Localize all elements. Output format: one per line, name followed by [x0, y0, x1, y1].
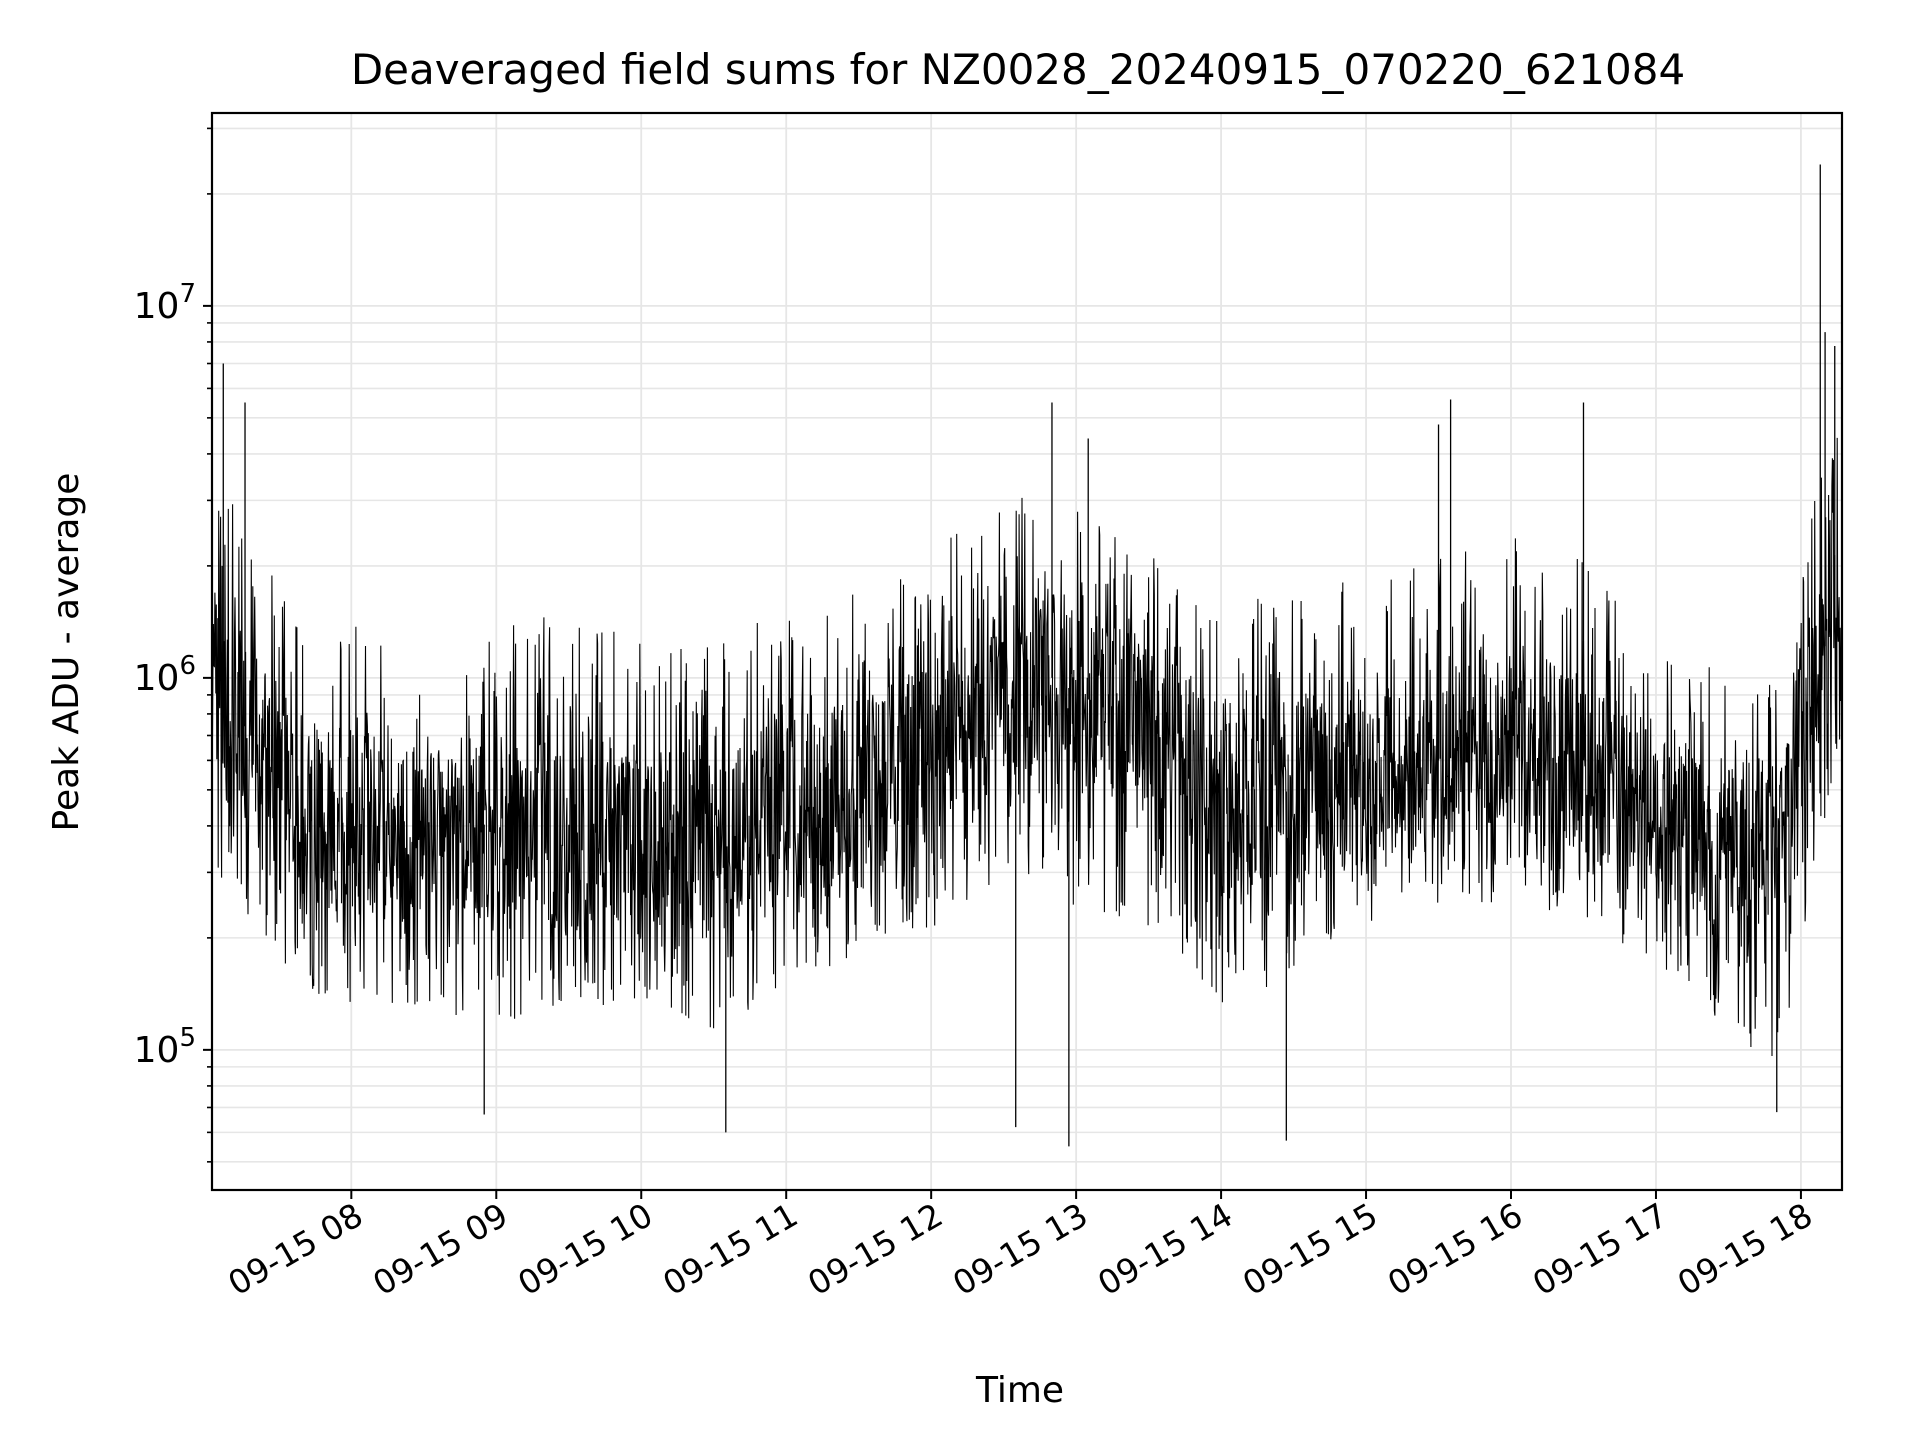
y-tick-label-exponent: 5	[179, 1023, 196, 1053]
y-tick-label-base: 10	[134, 1030, 180, 1071]
y-tick-label-base: 10	[134, 658, 180, 699]
y-tick-label: 106	[134, 651, 196, 699]
series-line	[211, 437, 1843, 1057]
y-tick-label-base: 10	[134, 286, 180, 327]
data-series	[211, 164, 1843, 1147]
y-tick-label-exponent: 6	[179, 651, 196, 681]
plot-frame	[210, 111, 1844, 1192]
y-tick-label-exponent: 7	[179, 279, 196, 309]
x-axis-label: Time	[975, 1370, 1064, 1411]
chart-title: Deaveraged field sums for NZ0028_2024091…	[351, 45, 1685, 94]
y-tick-label: 105	[134, 1023, 196, 1071]
y-tick-label: 107	[134, 279, 196, 327]
y-axis-label: Peak ADU - average	[46, 473, 87, 832]
